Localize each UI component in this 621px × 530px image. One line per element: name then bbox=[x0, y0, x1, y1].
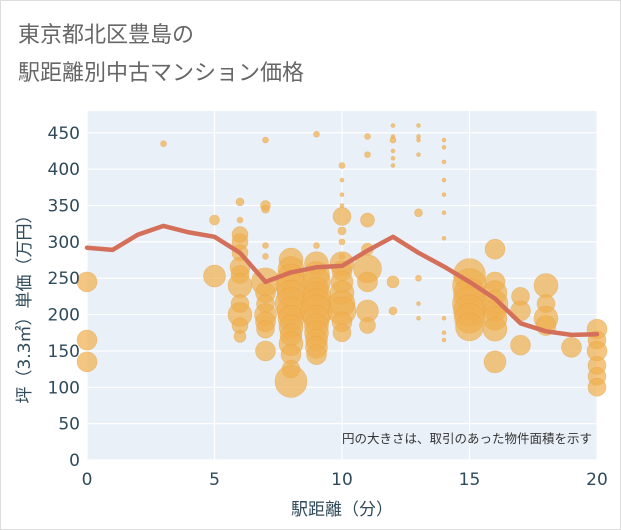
bubble-point bbox=[482, 316, 508, 342]
bubble-point bbox=[386, 275, 400, 289]
bubble-point bbox=[255, 340, 276, 362]
bubble-point bbox=[357, 271, 378, 293]
bubble-point bbox=[227, 273, 253, 298]
y-tick-label: 100 bbox=[48, 378, 80, 398]
x-tick-label: 20 bbox=[586, 470, 608, 490]
bubble-point bbox=[256, 319, 275, 339]
y-tick-label: 50 bbox=[58, 415, 80, 435]
y-tick-label: 300 bbox=[48, 233, 80, 253]
bubble-point bbox=[416, 315, 421, 321]
y-axis-title: 坪（3.3㎡）単価（万円） bbox=[15, 206, 35, 403]
bubble-point bbox=[332, 323, 352, 343]
bubble-point bbox=[313, 130, 320, 138]
tick-layer: 0 50 100 150 200 250 300 350 400 450 0 5 10 15 20 bbox=[48, 124, 608, 490]
bubble-point bbox=[339, 192, 345, 197]
bubble-point bbox=[338, 162, 346, 169]
bubble-point bbox=[262, 242, 269, 249]
bubble-point bbox=[359, 317, 376, 334]
bubble-point bbox=[441, 137, 447, 143]
average-price-line bbox=[84, 223, 600, 338]
bubble-point bbox=[388, 306, 398, 316]
bubble-point bbox=[390, 123, 396, 128]
bubble-point bbox=[364, 151, 371, 158]
bubble-point bbox=[360, 212, 375, 228]
bubble-point bbox=[332, 207, 352, 226]
bubble-point bbox=[261, 204, 270, 214]
bubble-point bbox=[306, 344, 327, 365]
bubble-point bbox=[441, 330, 447, 336]
chart-title-line-1: 東京都北区豊島の bbox=[18, 23, 194, 48]
x-tick-label: 5 bbox=[209, 470, 220, 490]
bubble-point bbox=[364, 133, 371, 140]
bubble-point bbox=[262, 136, 269, 144]
bubble-point bbox=[160, 140, 167, 148]
bubble-point bbox=[484, 238, 506, 260]
bubble-point bbox=[235, 197, 245, 207]
bubble-point bbox=[390, 155, 396, 161]
bubble-point bbox=[483, 350, 507, 374]
bubble-point bbox=[587, 377, 607, 397]
bubble-point bbox=[203, 264, 226, 288]
bubble-point bbox=[416, 123, 421, 128]
bubble-point bbox=[262, 253, 269, 260]
x-tick-label: 0 bbox=[82, 470, 93, 490]
y-tick-label: 0 bbox=[69, 451, 80, 471]
y-tick-label: 350 bbox=[48, 197, 80, 217]
bubble-point bbox=[416, 137, 421, 143]
y-tick-label: 200 bbox=[48, 306, 80, 326]
bubble-point bbox=[338, 238, 346, 246]
bubble-point bbox=[416, 301, 421, 306]
bubble-point bbox=[441, 159, 447, 165]
x-axis-title: 駅距離（分） bbox=[291, 500, 393, 520]
bubble-point bbox=[441, 337, 447, 343]
bubble-point bbox=[313, 242, 320, 249]
bubble-point bbox=[274, 365, 308, 398]
x-tick-label: 15 bbox=[459, 470, 481, 490]
bubble-point bbox=[441, 315, 447, 321]
bubble-point bbox=[416, 152, 421, 157]
bubble-point bbox=[339, 203, 345, 208]
bubble-point bbox=[339, 177, 345, 183]
bubble-point bbox=[533, 273, 559, 298]
line-layer bbox=[84, 223, 600, 338]
chart-title-line-2: 駅距離別中古マンション価格 bbox=[18, 61, 304, 86]
y-tick-label: 250 bbox=[48, 269, 80, 289]
y-tick-label: 150 bbox=[48, 342, 80, 362]
chart-annotation: 円の大きさは、取引のあった物件面積を示す bbox=[342, 431, 592, 446]
bubble-point bbox=[337, 226, 347, 236]
x-tick-label: 10 bbox=[331, 470, 353, 490]
bubble-point bbox=[441, 145, 447, 150]
bubble-point bbox=[441, 192, 447, 197]
bubble-point bbox=[441, 235, 447, 241]
y-tick-label: 450 bbox=[48, 124, 80, 144]
bubble-point bbox=[441, 177, 447, 183]
bubble-point bbox=[510, 334, 531, 356]
y-tick-label: 400 bbox=[48, 160, 80, 180]
bubble-point bbox=[76, 329, 98, 351]
bubble-point bbox=[233, 330, 247, 343]
bubble-point bbox=[390, 148, 396, 154]
bubble-point bbox=[389, 136, 397, 144]
bubble-point bbox=[76, 271, 98, 293]
bubble-point bbox=[455, 312, 484, 342]
bubble-point bbox=[561, 337, 582, 358]
bubble-point bbox=[441, 210, 447, 216]
bubble-point bbox=[390, 163, 396, 168]
bubble-point bbox=[76, 351, 98, 373]
bubble-point bbox=[415, 274, 422, 282]
bubble-point bbox=[209, 214, 220, 226]
bubble-point bbox=[236, 216, 244, 224]
bubble-point bbox=[414, 208, 423, 218]
